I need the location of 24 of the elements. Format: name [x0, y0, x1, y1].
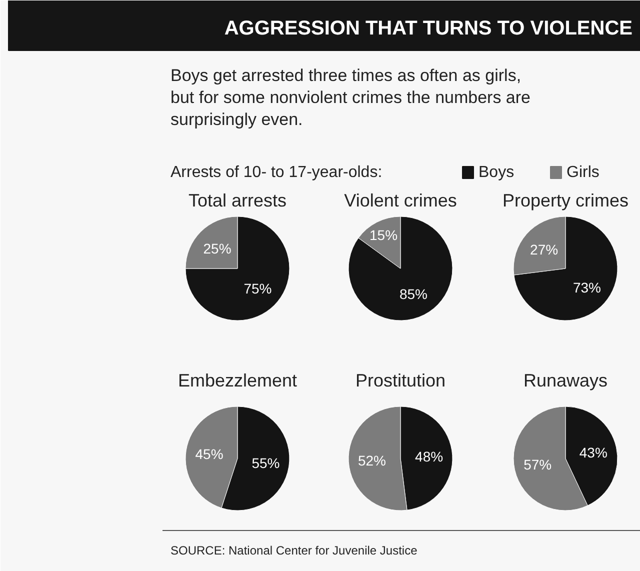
legend-title: Arrests of 10- to 17-year-olds:: [170, 164, 382, 181]
chart-title: Property crimes: [502, 190, 629, 210]
data-label: 45%: [195, 446, 224, 462]
chart-title: Runaways: [523, 370, 608, 390]
data-label: 15%: [369, 227, 398, 244]
legend-label: Girls: [566, 164, 600, 181]
data-label: 85%: [399, 286, 428, 302]
chart-title: Prostitution: [355, 370, 446, 390]
text: AGGRESSION THAT TURNS TO VIOLENCE: [224, 18, 633, 40]
data-label: 48%: [415, 448, 444, 465]
data-label: 52%: [358, 452, 386, 468]
text: Total arrests: [188, 190, 287, 210]
chart-title: Embezzlement: [178, 370, 298, 390]
text: Boys get arrested three times as often as girls, but for some nonviolent crimes the numbers are surprisingly even.: [170, 66, 531, 129]
data-label: 75%: [244, 280, 272, 297]
data-label: 27%: [530, 242, 558, 258]
data-label: 55%: [252, 454, 280, 471]
data-label: 57%: [524, 456, 552, 473]
chart-title: Violent crimes: [344, 190, 457, 210]
legend-label: Boys: [478, 164, 514, 181]
data-label: 73%: [572, 279, 601, 296]
source-note: SOURCE: National Center for Juvenile Justice: [170, 544, 418, 558]
data-label: 25%: [203, 240, 232, 256]
data-label: 43%: [579, 444, 608, 460]
